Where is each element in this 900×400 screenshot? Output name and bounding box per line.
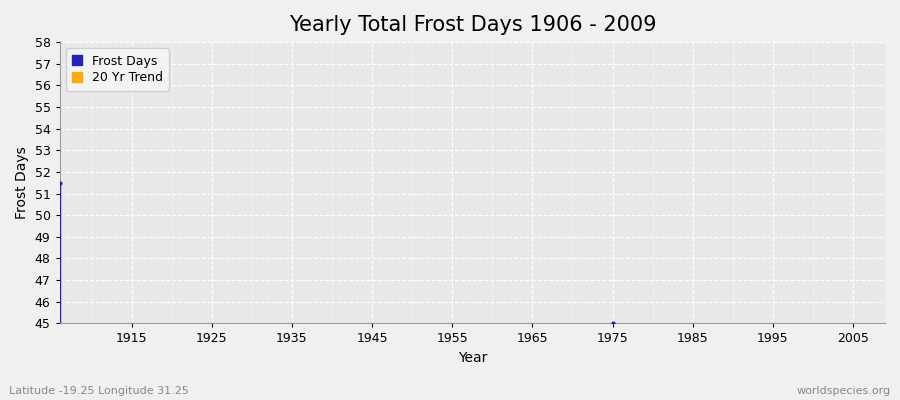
Legend: Frost Days, 20 Yr Trend: Frost Days, 20 Yr Trend bbox=[66, 48, 169, 91]
Text: worldspecies.org: worldspecies.org bbox=[796, 386, 891, 396]
Text: Latitude -19.25 Longitude 31.25: Latitude -19.25 Longitude 31.25 bbox=[9, 386, 189, 396]
X-axis label: Year: Year bbox=[457, 351, 487, 365]
Title: Yearly Total Frost Days 1906 - 2009: Yearly Total Frost Days 1906 - 2009 bbox=[289, 15, 656, 35]
Y-axis label: Frost Days: Frost Days bbox=[15, 146, 29, 219]
